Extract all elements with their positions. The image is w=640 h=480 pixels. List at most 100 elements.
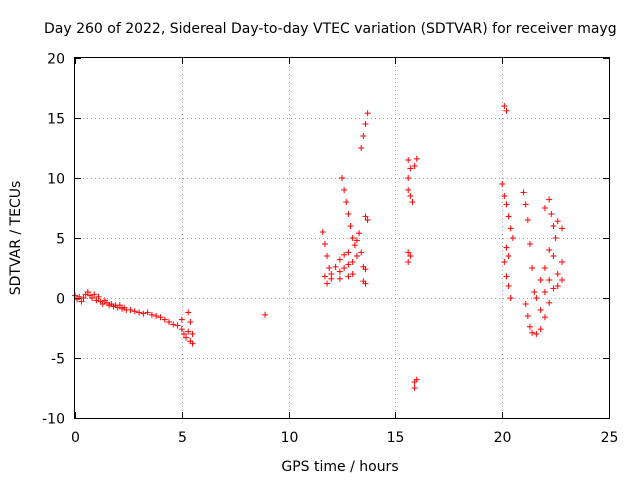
data-point [336,256,343,263]
data-point [341,187,348,193]
data-point [526,241,533,247]
data-point [559,225,566,232]
data-point [347,223,354,229]
data-point [524,217,531,223]
data-point [524,313,531,319]
data-point [326,265,333,271]
data-point [341,265,348,271]
data-point [411,385,418,391]
data-point [362,266,369,273]
data-points [72,103,566,391]
data-point [362,280,369,287]
data-point [501,193,508,199]
data-point [185,309,192,316]
x-tick-labels: 0 5 10 15 20 25 [71,430,618,446]
data-point [80,295,87,301]
data-point [411,163,418,169]
data-point [157,314,164,321]
data-point [537,326,544,333]
data-point [144,309,151,316]
data-point [321,273,328,280]
data-point [360,133,367,139]
data-point [529,265,536,271]
grid [75,58,609,418]
data-point [321,241,328,247]
data-point [533,295,540,301]
data-point [552,235,559,241]
data-point [353,253,360,259]
data-point [541,314,548,321]
data-point [546,299,553,306]
data-point [548,211,555,217]
data-point [339,175,345,181]
data-point [531,289,538,295]
data-point [541,265,548,271]
data-point [559,277,566,283]
data-point [364,110,371,117]
data-point [413,155,420,162]
data-point [405,187,412,193]
data-point [185,328,192,335]
data-point [501,103,508,109]
data-point [262,311,269,318]
y-tick-label: 5 [56,232,65,248]
data-point [407,193,414,199]
data-point [522,301,529,307]
data-point [507,295,514,301]
data-point [503,273,510,280]
data-point [362,213,369,220]
data-point [520,189,527,196]
data-point [78,298,85,305]
data-point [407,253,414,259]
data-point [533,331,540,337]
data-point [546,277,553,283]
data-point [362,121,369,127]
data-point [507,225,514,232]
data-point [99,301,106,307]
y-axis-label: SDTVAR / TECUs [8,181,24,296]
data-point [349,271,356,277]
data-point [84,289,91,295]
data-point [180,331,187,337]
x-tick-label: 10 [281,430,299,446]
data-point [503,201,510,208]
data-point [353,237,360,244]
data-point [89,295,96,301]
data-point [131,308,138,315]
data-point [351,242,358,249]
chart-title: Day 260 of 2022, Sidereal Day-to-day VTE… [44,21,617,37]
y-tick-labels: -10 -5 0 5 10 15 20 [42,52,65,428]
data-point [328,271,335,277]
data-point [189,331,196,337]
x-tick-label: 0 [71,430,80,446]
data-point [183,334,190,341]
data-point [501,259,508,265]
data-point [91,291,98,298]
data-point [550,223,557,229]
data-point [358,145,365,151]
data-point [324,253,331,259]
data-point [324,280,331,287]
data-point [505,283,512,289]
data-point [559,259,566,265]
x-tick-label: 20 [494,430,512,446]
data-point [529,329,536,336]
data-point [170,321,177,328]
y-tick-label: -5 [51,352,65,368]
data-point [503,107,510,114]
data-point [499,181,506,187]
data-point [554,271,561,277]
data-point [407,165,414,172]
x-axis-label: GPS time / hours [281,459,398,475]
data-point [153,313,160,319]
data-point [364,217,371,223]
data-point [541,289,548,295]
plot-frame [74,57,610,419]
data-point [345,211,352,217]
data-point [541,205,548,211]
y-tick-label: 10 [47,172,65,188]
data-point [148,311,155,318]
data-point [178,326,185,333]
data-point [554,283,561,289]
data-point [405,249,412,256]
